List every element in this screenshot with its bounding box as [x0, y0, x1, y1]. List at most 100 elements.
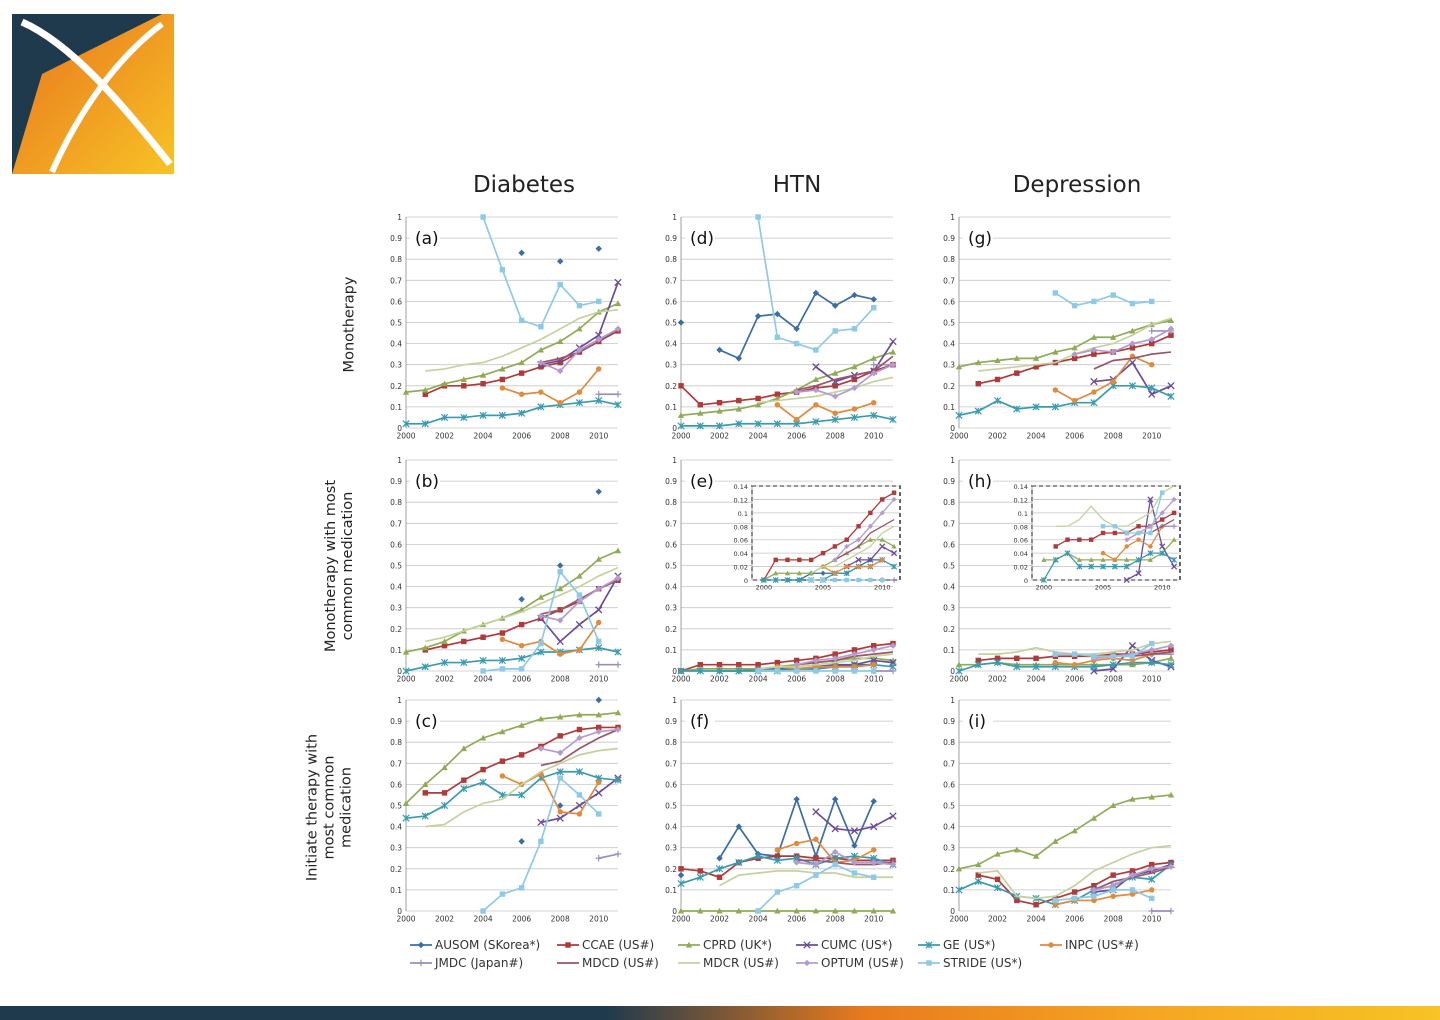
data-point-cprd [402, 648, 410, 655]
data-point-stride [832, 861, 838, 868]
x-tick-label: 2010 [589, 915, 608, 924]
data-point-cprd [556, 713, 564, 720]
y-tick-label: 0.3 [943, 604, 955, 613]
data-point-cumc [1135, 570, 1142, 577]
y-tick-label: 0 [397, 424, 402, 433]
series-line-mdcr [425, 566, 619, 643]
panel-label-a: (a) [410, 224, 440, 249]
y-tick-label: 0.8 [665, 498, 677, 507]
data-point-ccae [1091, 882, 1097, 889]
series-line-cprd [405, 711, 619, 804]
data-point-ge [518, 791, 526, 799]
y-tick-label: 0.3 [943, 361, 955, 370]
x-tick-label: 2010 [1142, 432, 1161, 441]
y-tick-label: 0 [672, 424, 677, 433]
data-point-ausom [851, 291, 858, 299]
data-point-cumc [891, 550, 898, 557]
data-point-ccae [441, 642, 448, 649]
data-point-ccae [1033, 901, 1039, 908]
data-point-ge [1135, 556, 1142, 563]
data-point-ccae [851, 376, 858, 383]
data-point-ccae [774, 853, 781, 859]
y-tick-label: 0.8 [665, 738, 677, 747]
data-point-ccae [871, 642, 877, 649]
data-point-stride [1091, 893, 1097, 899]
data-point-jmdc [1167, 650, 1175, 658]
data-point-cprd [422, 781, 429, 787]
data-point-ge [696, 422, 704, 430]
data-point-ccae [994, 376, 1001, 383]
data-point-optum [614, 325, 622, 333]
data-point-ccae [1033, 655, 1039, 662]
x-tick-label: 2008 [1104, 915, 1123, 924]
data-point-cumc [850, 827, 859, 835]
data-point-ge [993, 884, 1002, 892]
y-tick-label: 0.6 [390, 540, 402, 549]
data-point-jmdc [595, 391, 602, 398]
y-tick-label: 0.5 [390, 319, 402, 328]
data-point-ge [479, 778, 487, 786]
data-point-ge [1111, 563, 1118, 570]
y-tick-label: 1 [672, 696, 677, 705]
y-tick-label: 0.9 [943, 234, 955, 243]
data-point-inpc [1052, 901, 1059, 908]
data-point-inpc [1110, 893, 1116, 899]
data-point-ausom [518, 249, 525, 257]
data-point-ge [440, 801, 449, 810]
data-point-cprd [402, 388, 410, 395]
legend-item-cprd: CPRD (UK*) [678, 938, 772, 952]
legend-swatch [678, 962, 700, 964]
y-tick-label: 0.3 [665, 361, 677, 370]
data-point-ausom [735, 355, 743, 362]
data-point-optum [889, 361, 897, 368]
data-point-ge [614, 401, 622, 409]
data-point-cprd [1076, 557, 1082, 562]
x-tick-label: 2000 [949, 915, 968, 924]
y-tick-label: 0.4 [665, 340, 677, 349]
series-line-mdcd [834, 519, 895, 561]
data-point-ausom [774, 310, 781, 318]
y-tick-label: 0.14 [734, 483, 748, 491]
panel-label: (g) [968, 229, 992, 249]
series-line-cprd [405, 549, 619, 653]
data-point-cprd [975, 861, 982, 868]
y-tick-label: 0.8 [390, 498, 402, 507]
data-point-ge [460, 784, 468, 793]
x-tick-label: 2000 [1036, 584, 1053, 592]
legend-item-inpc: INPC (US*#) [1040, 938, 1139, 952]
data-point-optum [870, 859, 877, 866]
y-tick-label: 0.04 [1014, 550, 1028, 558]
data-point-inpc [793, 840, 800, 847]
data-point-stride [499, 267, 506, 273]
series-line-mdcd [1093, 351, 1172, 370]
data-point-ge [1159, 550, 1166, 557]
y-tick-label: 0.6 [943, 297, 955, 306]
data-point-ge [974, 877, 982, 886]
legend-label: JMDC (Japan#) [435, 956, 524, 970]
y-tick-label: 0.5 [943, 802, 955, 811]
legend-label: CPRD (UK*) [703, 938, 773, 952]
data-point-ge [614, 776, 622, 784]
data-point-ausom [793, 325, 800, 333]
data-point-cprd [1052, 838, 1059, 844]
data-point-ausom [677, 319, 685, 326]
data-point-ausom [831, 795, 839, 803]
data-point-ge [479, 411, 487, 419]
data-point-cprd [889, 348, 897, 355]
legend-marker [685, 941, 693, 948]
x-tick-label: 2006 [787, 675, 806, 684]
data-point-ausom [518, 596, 525, 603]
data-point-ge [537, 403, 545, 411]
data-point-ccae [518, 370, 525, 376]
data-point-ge [993, 658, 1002, 667]
data-point-inpc [844, 564, 849, 569]
data-point-cprd [1148, 793, 1155, 800]
panel-b: 0 0.1 0.2 0.3 0.4 0.5 0.6 0.7 0.8 0.9 1 2000 2002 200… [390, 456, 622, 684]
legend-marker [417, 959, 425, 967]
y-tick-label: 0.5 [943, 319, 955, 328]
data-point-cprd [796, 570, 802, 576]
data-point-ge [1109, 661, 1117, 669]
x-tick-label: 2006 [512, 432, 531, 441]
y-tick-label: 0.2 [665, 625, 677, 634]
